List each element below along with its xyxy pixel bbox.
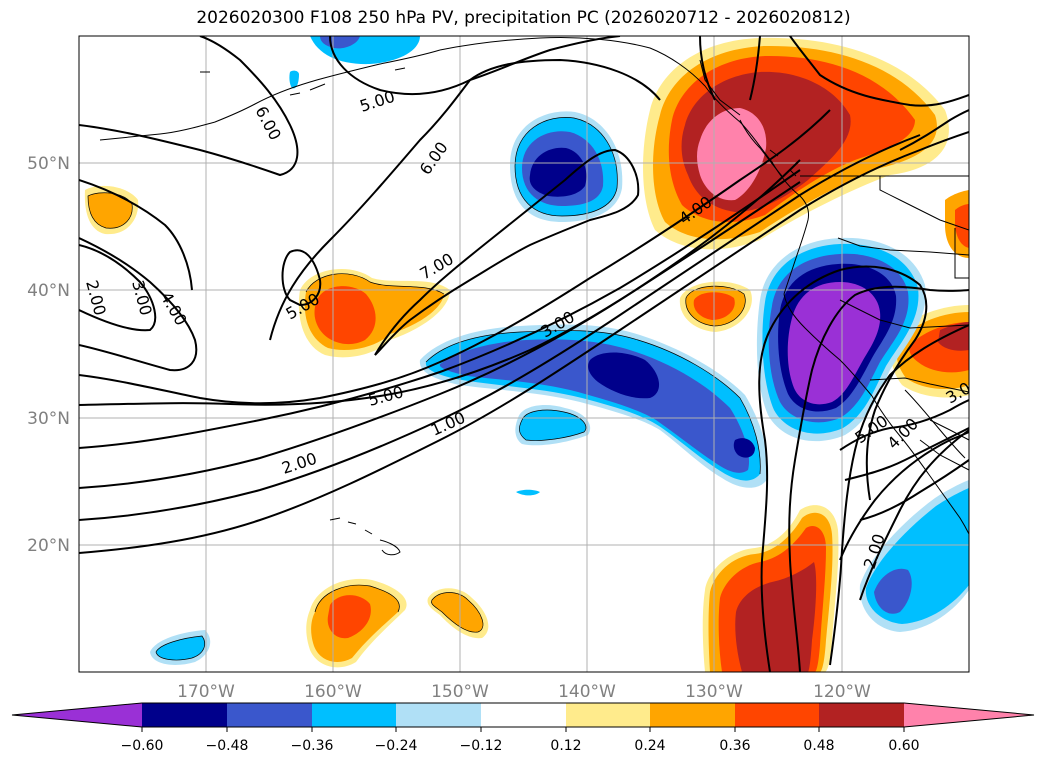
lon-label-130w: 130°W <box>685 682 743 702</box>
pv-contour-13 <box>374 148 640 356</box>
precip-region-neg-band-dark-2 <box>733 438 755 458</box>
coast-hawaii <box>329 517 401 556</box>
lat-label-30n: 30°N <box>27 409 70 429</box>
precip-region-east-edge-red <box>955 204 969 248</box>
border-bc-alaska <box>699 59 741 116</box>
pv-contour-3 <box>79 181 801 489</box>
lon-label-160w: 160°W <box>304 682 362 702</box>
precip-region-south-1-red <box>327 595 371 639</box>
colorbar-tick-5: −0.12 <box>460 738 503 754</box>
pv-contour-16 <box>788 285 969 672</box>
precip-region-south-2-orange <box>431 592 483 633</box>
pv-contour-23 <box>699 36 969 107</box>
precip-shading <box>84 36 969 672</box>
coast-alaska-peninsula <box>99 49 441 141</box>
plot-area: 6.00 5.00 6.00 7.00 5.00 2.00 3.00 4.00 … <box>79 36 969 672</box>
pv-contour-17 <box>829 324 969 666</box>
colorbar-tick-3: −0.36 <box>291 738 334 754</box>
colorbar-segment <box>312 703 396 727</box>
pv-contour-22 <box>839 431 969 561</box>
precip-region-neg-tiny <box>289 70 299 89</box>
pv-contour-21 <box>859 459 969 521</box>
colorbar-segment <box>566 703 650 727</box>
lon-label-170w: 170°W <box>177 682 235 702</box>
colorbar-extend-min <box>12 703 142 727</box>
pv-contour-7 <box>79 237 198 372</box>
pv-contour-2 <box>79 134 921 521</box>
border-state-2 <box>837 237 969 256</box>
precip-region-neg-band-mid <box>439 339 750 473</box>
precip-region-neg-band-dark <box>588 352 660 399</box>
pv-contour-5 <box>79 159 801 406</box>
lat-label-20n: 20°N <box>27 536 70 556</box>
pv-contour-18 <box>859 429 969 601</box>
colorbar-tick-2: −0.48 <box>206 738 249 754</box>
precip-region-neg-north-dark <box>529 147 587 197</box>
colorbar-segment <box>819 703 904 727</box>
pv-contour-4 <box>79 169 801 449</box>
pv-contour-8 <box>79 244 157 332</box>
border-state-1 <box>879 176 969 231</box>
colorbar-segment <box>227 703 312 727</box>
colorbar-tick-7: 0.24 <box>634 738 665 754</box>
pv-contour-1 <box>79 131 969 554</box>
precip-region-west-orange <box>88 192 133 229</box>
colorbar-segment <box>396 703 481 727</box>
pv-contour-9 <box>79 36 299 177</box>
precip-region-neg-sw-blue <box>156 636 205 660</box>
colorbar-segment <box>735 703 819 727</box>
colorbar-tick-9: 0.48 <box>803 738 834 754</box>
pv-contour-10 <box>79 179 193 291</box>
precip-region-neg-hawaii <box>516 489 540 496</box>
lon-label-120w: 120°W <box>813 682 871 702</box>
border-state-3 <box>954 228 969 279</box>
colorbar-tick-labels: −0.60 −0.48 −0.36 −0.24 −0.12 0.12 0.24 … <box>121 738 920 754</box>
colorbar-segment <box>481 703 566 727</box>
pv-contour-20 <box>844 427 969 481</box>
latitude-labels: 50°N 40°N 30°N 20°N <box>27 154 70 556</box>
coast-baja <box>871 395 969 535</box>
precip-region-south-3-darkred <box>735 562 817 672</box>
colorbar-segment <box>142 703 227 727</box>
pv-contour-11 <box>281 249 322 307</box>
pv-contour-6 <box>79 109 831 405</box>
pv-contours <box>79 36 969 672</box>
lon-label-140w: 140°W <box>558 682 616 702</box>
colorbar <box>11 702 1035 732</box>
colorbar-tick-4: −0.24 <box>375 738 418 754</box>
precip-region-central-red <box>314 286 376 345</box>
pv-contour-19 <box>839 399 969 451</box>
precip-region-neg-se-mid <box>874 568 912 614</box>
lon-label-150w: 150°W <box>431 682 489 702</box>
lat-label-40n: 40°N <box>27 281 70 301</box>
pv-contour-24 <box>899 109 969 151</box>
plot-frame <box>78 35 970 673</box>
pv-contour-15 <box>758 265 928 672</box>
longitude-labels: 170°W 160°W 150°W 140°W 130°W 120°W <box>177 682 871 702</box>
colorbar-tick-10: 0.60 <box>888 738 919 754</box>
map-title: 2026020300 F108 250 hPa PV, precipitatio… <box>196 8 851 28</box>
coast-mexico-mainland <box>904 389 966 459</box>
colorbar-tick-1: −0.60 <box>121 738 164 754</box>
pv-contour-14 <box>269 58 661 341</box>
coast-islands-north <box>200 67 406 96</box>
colorbar-tick-8: 0.36 <box>719 738 750 754</box>
colorbar-tick-6: 0.12 <box>550 738 581 754</box>
colorbar-segment <box>650 703 735 727</box>
lat-label-50n: 50°N <box>27 154 70 174</box>
colorbar-extend-max <box>904 703 1034 727</box>
coast-alaska-gulf <box>439 36 801 197</box>
border-state-4 <box>839 299 969 329</box>
